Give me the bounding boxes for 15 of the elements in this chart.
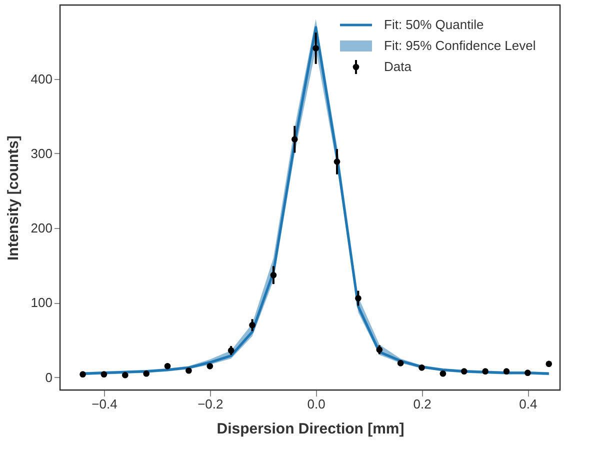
legend-label: Fit: 50% Quantile bbox=[384, 17, 484, 32]
x-tick-label: 0.0 bbox=[307, 396, 326, 412]
y-tick-label: 400 bbox=[30, 71, 52, 86]
x-axis-title: Dispersion Direction [mm] bbox=[216, 420, 404, 438]
x-tick-label: 0.4 bbox=[519, 396, 538, 412]
y-tick-label: 300 bbox=[30, 146, 52, 161]
y-tick-label: 100 bbox=[30, 295, 52, 310]
y-axis-title: Intensity [counts] bbox=[4, 135, 22, 261]
y-tick-label: 200 bbox=[30, 220, 52, 236]
annotation: Fit: 95% Confidence Level bbox=[384, 38, 536, 53]
x-tick-label: 0.2 bbox=[413, 396, 432, 412]
x-tick-label: −0.4 bbox=[92, 396, 118, 412]
x-tick-label: −0.2 bbox=[198, 396, 224, 412]
legend-label: Data bbox=[384, 59, 412, 74]
y-tick-label: 0 bbox=[45, 370, 52, 385]
